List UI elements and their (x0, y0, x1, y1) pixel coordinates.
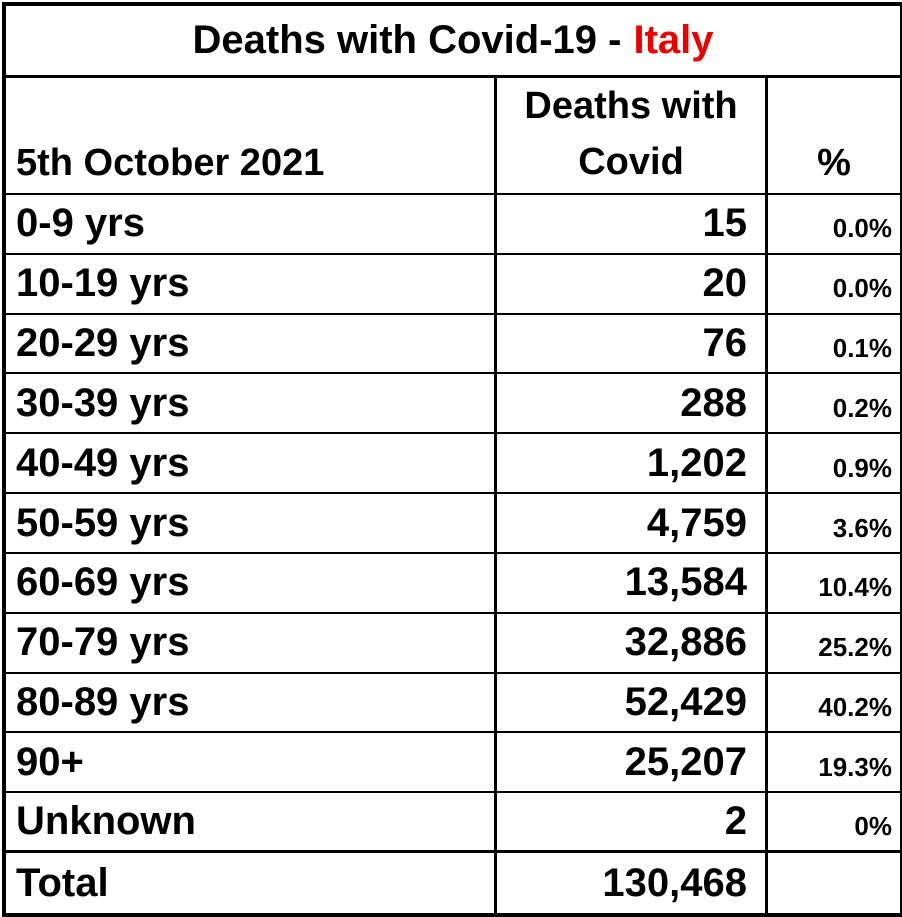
deaths-value: 13,584 (497, 553, 768, 614)
age-label: 30-39 yrs (6, 374, 497, 435)
deaths-value: 25,207 (497, 733, 768, 794)
percent-value: 0.0% (768, 255, 900, 315)
percent-value: 0.0% (768, 195, 900, 255)
header-date: 5th October 2021 (6, 78, 497, 195)
deaths-value: 15 (497, 195, 768, 255)
header-percent-column: % (768, 78, 900, 195)
percent-value: 0.1% (768, 315, 900, 375)
percent-value: 40.2% (768, 674, 900, 734)
age-label: 10-19 yrs (6, 254, 497, 315)
age-label: 60-69 yrs (6, 553, 497, 614)
percent-value: 0% (768, 793, 900, 854)
deaths-value: 76 (497, 314, 768, 375)
age-label: Unknown (6, 793, 497, 854)
percent-value: 25.2% (768, 614, 900, 674)
deaths-value: 1,202 (497, 434, 768, 495)
deaths-value: 20 (497, 254, 768, 315)
age-label: 0-9 yrs (6, 195, 497, 255)
percent-value: 0.9% (768, 434, 900, 495)
percent-value: 19.3% (768, 733, 900, 794)
header-deaths-column: Deaths with Covid (497, 78, 768, 195)
deaths-value: 32,886 (497, 613, 768, 674)
deaths-value: 52,429 (497, 673, 768, 734)
title-text: Deaths with Covid-19 - (192, 18, 622, 62)
deaths-value: 2 (497, 793, 768, 854)
age-label: 50-59 yrs (6, 494, 497, 554)
age-label: 80-89 yrs (6, 673, 497, 734)
percent-value: 3.6% (768, 494, 900, 554)
title-country-highlight: Italy (633, 18, 714, 62)
total-label: Total (6, 853, 497, 913)
age-label: 40-49 yrs (6, 434, 497, 495)
age-label: 90+ (6, 733, 497, 794)
percent-value: 10.4% (768, 554, 900, 614)
total-percent-value (768, 853, 900, 913)
percent-value: 0.2% (768, 374, 900, 435)
deaths-value: 288 (497, 374, 768, 435)
table-title: Deaths with Covid-19 - Italy (6, 6, 900, 78)
age-label: 70-79 yrs (6, 613, 497, 674)
deaths-value: 4,759 (497, 494, 768, 554)
total-deaths-value: 130,468 (497, 853, 768, 913)
age-label: 20-29 yrs (6, 314, 497, 375)
